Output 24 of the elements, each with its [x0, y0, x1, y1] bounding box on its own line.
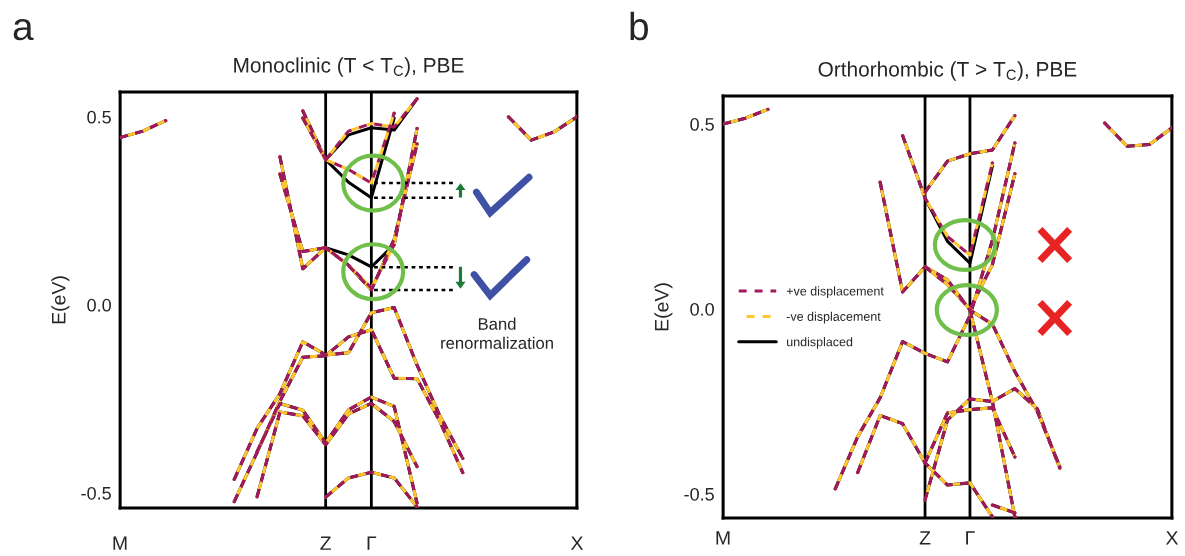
legend-label: -ve displacement — [786, 311, 881, 324]
x-tick-label: M — [113, 536, 127, 550]
y-tick-label: -0.5 — [81, 486, 111, 500]
legend-label: undisplaced — [787, 337, 853, 349]
text: a — [13, 19, 34, 41]
legend-label: +ve displacement — [786, 286, 884, 298]
y-tick-label: 0.5 — [690, 118, 714, 131]
x-tick-label: M — [716, 531, 730, 545]
y-tick-label: 0.5 — [87, 110, 111, 124]
x-tick-label: X — [570, 536, 584, 550]
x-tick-label: X — [1165, 531, 1179, 545]
y-axis-title: E(eV) — [654, 283, 673, 331]
y-axis-title: E(eV) — [51, 276, 70, 324]
x-tick-label: Z — [320, 536, 331, 550]
y-tick-label: -0.5 — [684, 487, 714, 501]
x-tick-label: Γ — [367, 536, 377, 550]
chart-title: Monoclinic (T < T$_{C}$), PBE — [234, 57, 464, 77]
text: b — [630, 11, 648, 41]
annotation: Band renormalization — [441, 317, 553, 349]
x-tick-label: Γ — [966, 531, 975, 545]
x-tick-label: Z — [919, 531, 931, 545]
y-tick-label: 0.0 — [87, 298, 111, 312]
chart-title: Orthorhombic (T > T$_{C}$), PBE — [818, 61, 1077, 81]
y-tick-label: 0.0 — [690, 302, 714, 316]
